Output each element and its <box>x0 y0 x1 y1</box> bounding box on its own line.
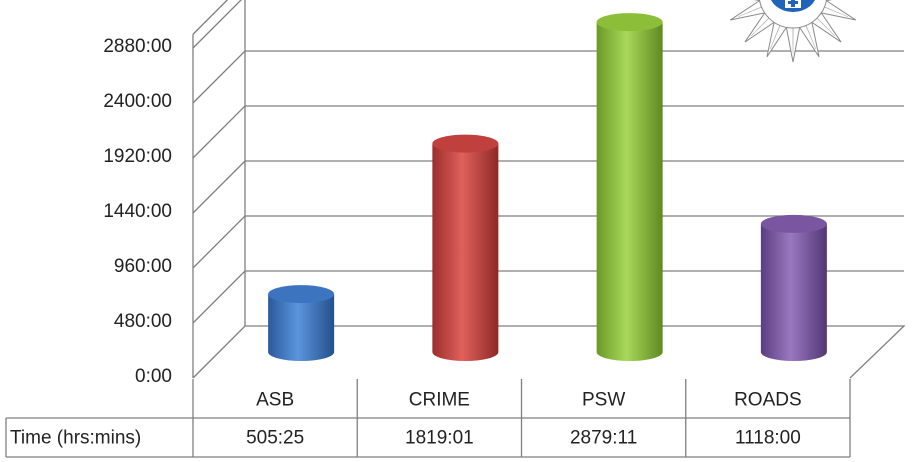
category-label: ASB <box>256 390 294 411</box>
badge-star-point <box>753 0 761 2</box>
badge-star-ray <box>816 17 836 37</box>
gridline <box>192 0 242 49</box>
value-label: 505:25 <box>246 428 304 449</box>
gridlines <box>192 0 906 379</box>
value-label: 1118:00 <box>735 428 801 449</box>
y-tick-label: 2880:00 <box>103 36 172 57</box>
bar-asb <box>268 285 335 361</box>
bar-roads <box>760 214 827 361</box>
series-row-label: Time (hrs:mins) <box>10 428 141 449</box>
badge-star-ray <box>737 6 762 18</box>
y-tick-label: 2400:00 <box>103 91 172 112</box>
gridline <box>192 105 904 159</box>
value-label: 2879:11 <box>570 428 637 449</box>
badge-star-ray <box>769 25 781 50</box>
bar-body <box>596 22 663 361</box>
bar-top <box>432 134 499 153</box>
gridline <box>192 160 904 214</box>
category-label: CRIME <box>409 390 470 411</box>
category-label: PSW <box>582 390 625 411</box>
y-tick-label: 0:00 <box>135 366 172 387</box>
gridline <box>192 50 904 104</box>
data-table: Time (hrs:mins) ASB 505:25 CRIME 1819:01 PSW 2… <box>5 379 851 458</box>
bars <box>268 13 827 361</box>
bar-psw <box>596 13 663 361</box>
y-axis-tick-labels: 0:00 480:00 960:00 1440:00 1920:00 2400:00 288… <box>103 36 172 387</box>
bar-crime <box>432 134 499 361</box>
y-tick-label: 1920:00 <box>103 146 172 167</box>
badge-star-ray <box>805 25 817 50</box>
category-label: ROADS <box>734 390 802 411</box>
bar-top <box>760 214 827 233</box>
bar-body <box>432 143 499 361</box>
badge-star-point <box>729 0 766 21</box>
badge-star-point <box>825 0 833 2</box>
badge-star-point <box>820 0 857 21</box>
chart-floor <box>192 325 906 379</box>
badge-star-ray <box>824 6 849 18</box>
bar-top <box>268 285 335 304</box>
y-tick-label: 960:00 <box>114 256 172 277</box>
bar-top <box>596 13 663 32</box>
y-tick-label: 480:00 <box>114 311 172 332</box>
bar-body <box>760 223 827 361</box>
y-tick-label: 1440:00 <box>103 201 172 222</box>
gridline <box>192 0 229 35</box>
badge-star-ray <box>750 17 770 37</box>
value-label: 1819:01 <box>405 428 474 449</box>
police-badge-logo <box>729 0 857 63</box>
bar-body <box>268 294 335 361</box>
